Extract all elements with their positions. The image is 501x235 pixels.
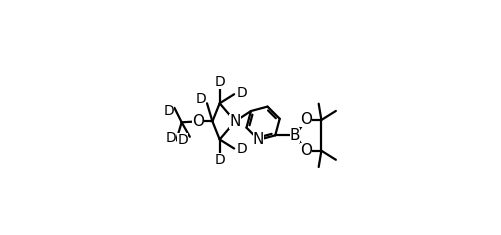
Text: D: D [165,131,176,145]
Text: N: N [253,132,265,147]
Text: B: B [290,128,301,143]
Text: D: D [214,153,225,167]
Text: D: D [177,133,188,147]
Text: D: D [236,86,247,100]
Text: O: O [300,143,312,158]
Text: O: O [192,114,204,129]
Text: D: D [214,75,225,90]
Text: N: N [229,114,241,129]
Text: O: O [300,113,312,127]
Text: D: D [164,104,174,118]
Text: D: D [236,142,247,157]
Text: D: D [195,92,206,106]
